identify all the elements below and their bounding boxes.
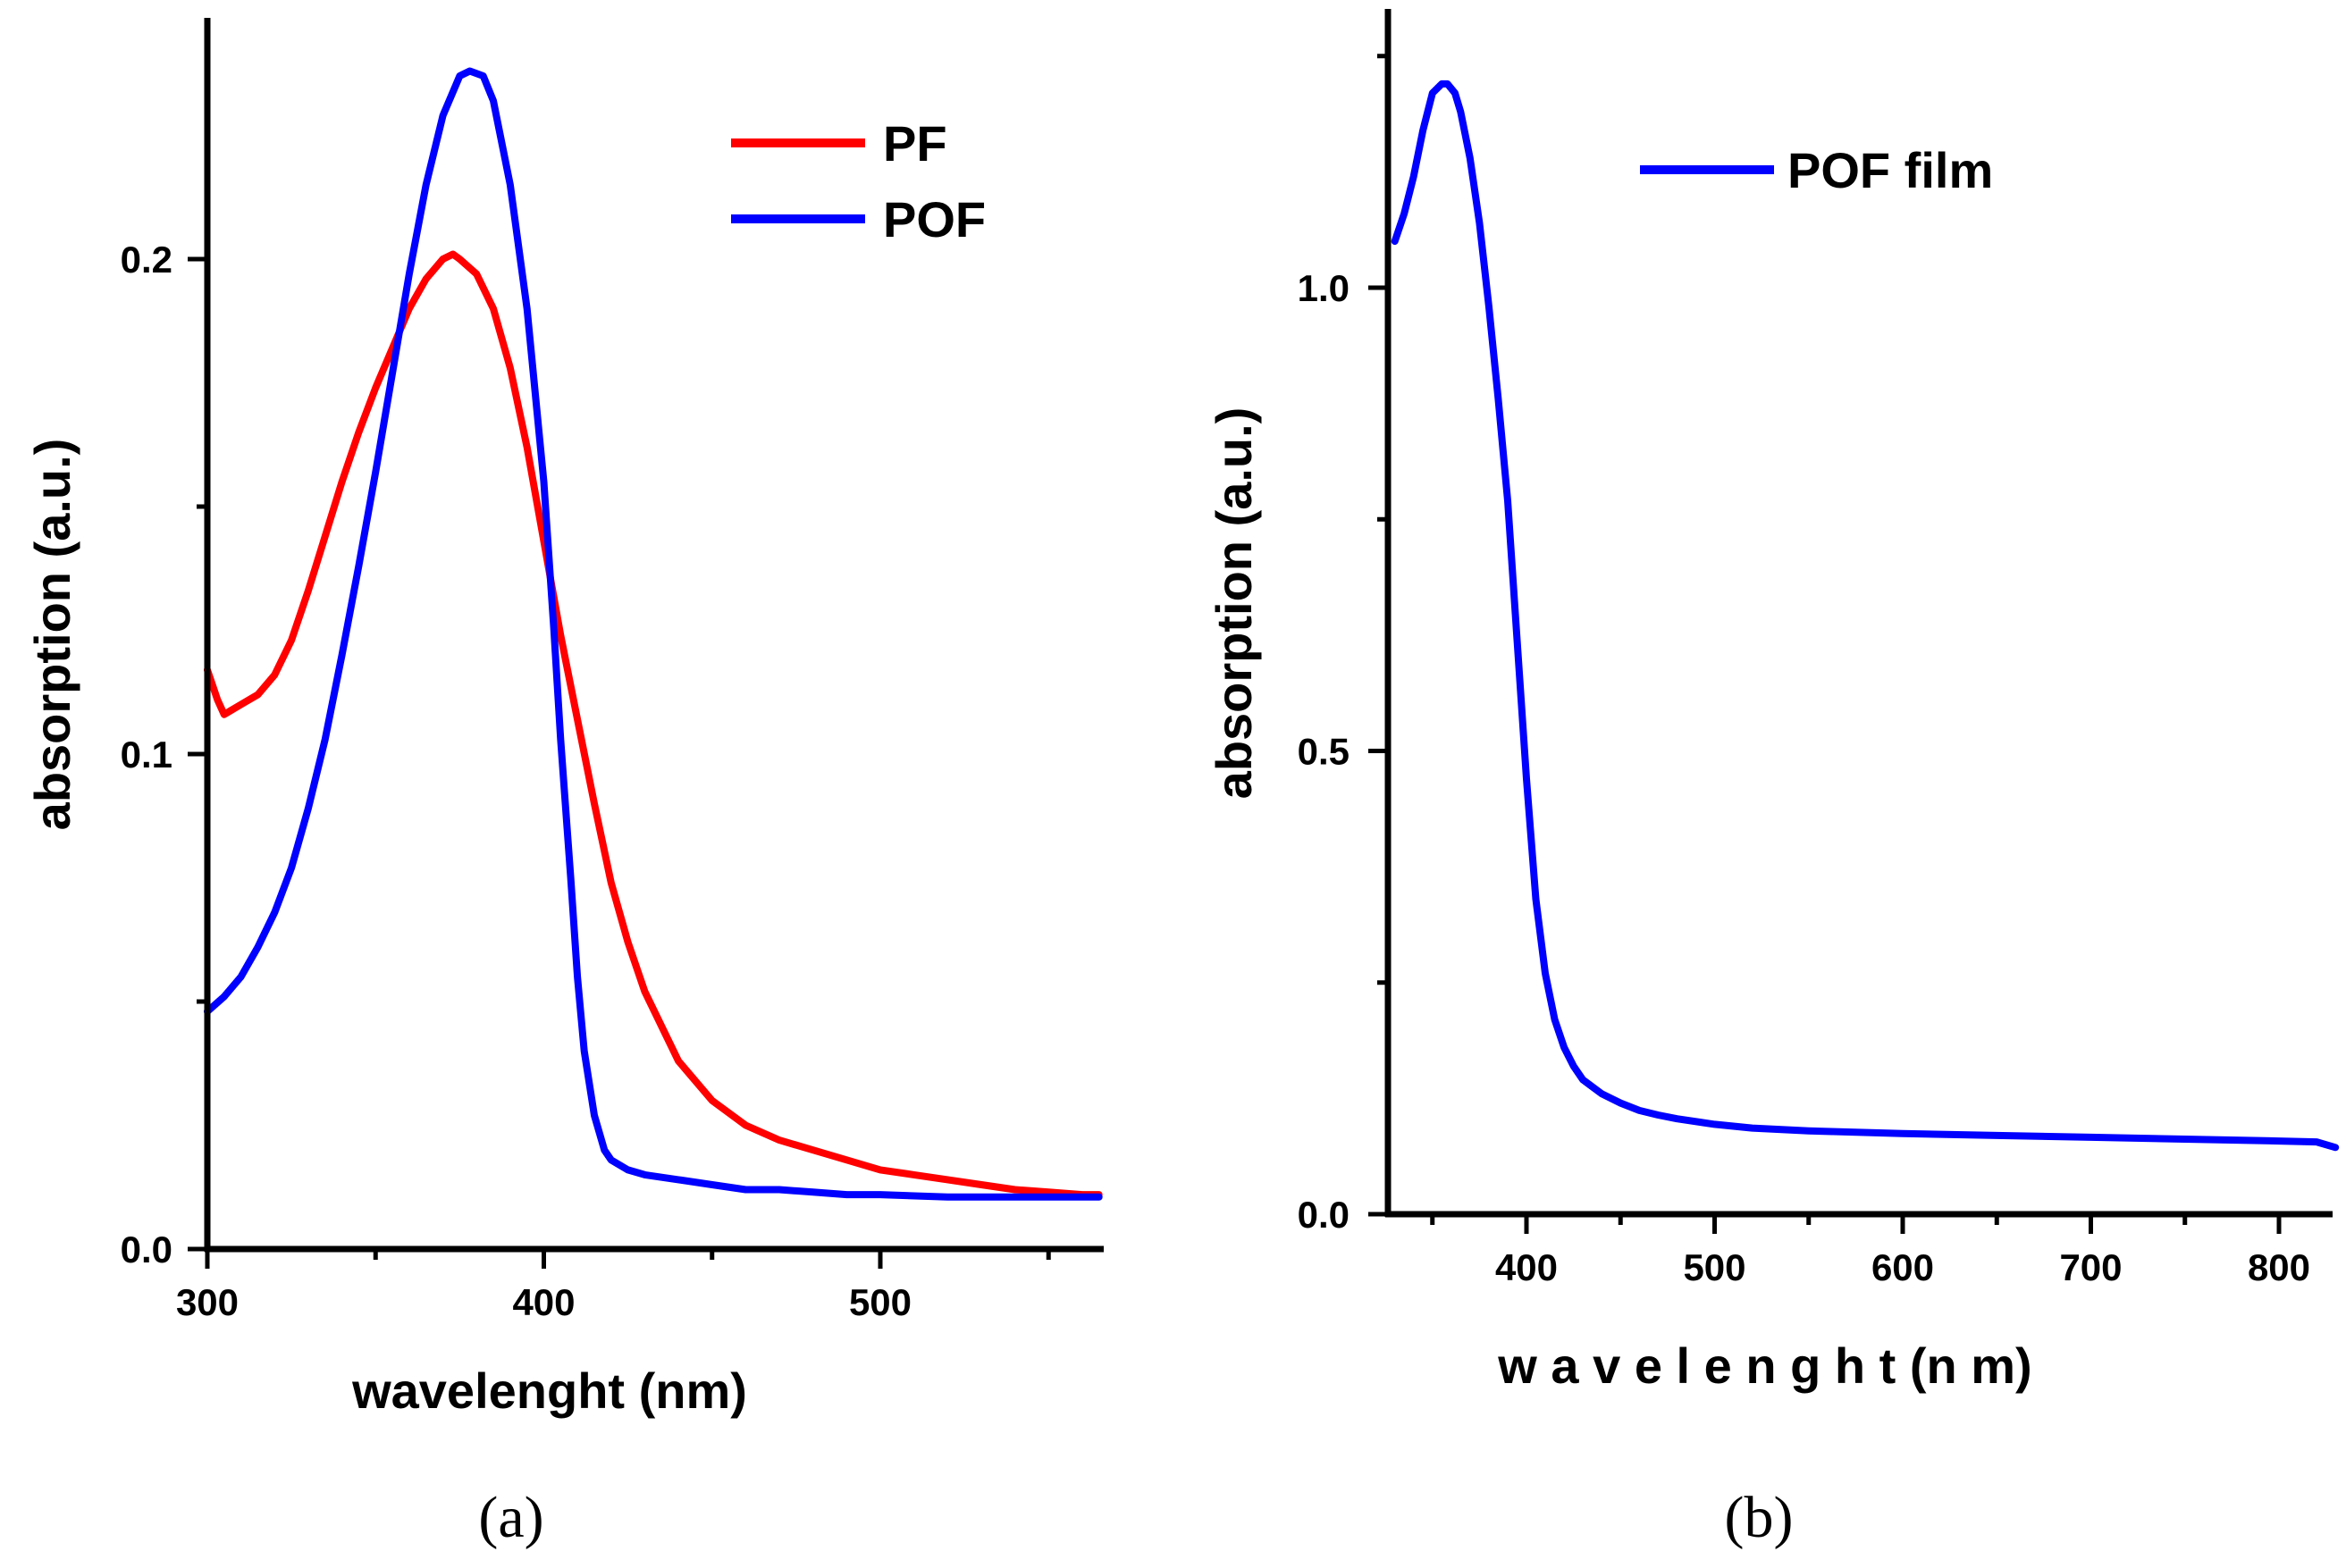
panel-b-tick-labels: 400 500 600 700 800 0.0 0.5 1.0: [1298, 267, 2310, 1288]
panel-b-chart: 400 500 600 700 800 0.0 0.5 1.0 w a v e l e n g…: [1206, 9, 2340, 1550]
x-tick-label: 400: [1495, 1246, 1558, 1288]
panel-a-x-axis-title: wavelenght (nm): [351, 1363, 747, 1419]
x-tick-label: 400: [512, 1281, 575, 1323]
series-line-pf: [204, 250, 1103, 1199]
legend-label-pf: PF: [883, 115, 947, 172]
panel-b-series: [1391, 80, 2340, 1152]
panel-a-chart: 300 400 500 0.0 0.1 0.2 wavelenght (nm) absor…: [24, 18, 1104, 1550]
y-tick-label: 0.1: [121, 734, 172, 776]
x-tick-label: 700: [2059, 1246, 2122, 1288]
x-tick-label: 800: [2248, 1246, 2310, 1288]
panel-a-y-axis-title: absorption (a.u.): [24, 439, 80, 831]
y-tick-label: 0.0: [1298, 1194, 1350, 1236]
y-tick-label: 0.5: [1298, 731, 1350, 773]
series-line-pof: [204, 67, 1103, 1201]
panel-b-x-axis-title: w a v e l e n g h t (n m): [1497, 1337, 2031, 1394]
panel-b-minor-ticks: [1377, 54, 2188, 1225]
panel-a-ticks: [188, 256, 883, 1269]
panel-a-tick-labels: 300 400 500 0.0 0.1 0.2: [121, 239, 912, 1323]
legend-label-pof-film: POF film: [1787, 142, 1993, 198]
series-line-pof-film: [1391, 80, 2340, 1152]
y-tick-label: 0.0: [121, 1228, 172, 1270]
panel-b-caption: (b): [1725, 1485, 1794, 1550]
panel-b-ticks: [1368, 285, 2282, 1234]
legend-label-pof: POF: [883, 191, 986, 247]
x-tick-label: 600: [1871, 1246, 1934, 1288]
panel-a-caption: (a): [478, 1485, 543, 1550]
panel-a-minor-ticks: [197, 504, 1051, 1260]
panel-b-legend: POF film: [1640, 142, 1993, 198]
panel-b-y-axis-title: absorption (a.u.): [1206, 407, 1262, 800]
panel-a-legend: PF POF: [731, 115, 986, 247]
y-tick-label: 1.0: [1298, 267, 1350, 309]
x-tick-label: 300: [176, 1281, 239, 1323]
y-tick-label: 0.2: [121, 239, 172, 281]
x-tick-label: 500: [1683, 1246, 1745, 1288]
panel-a-series: [204, 67, 1103, 1201]
x-tick-label: 500: [849, 1281, 912, 1323]
